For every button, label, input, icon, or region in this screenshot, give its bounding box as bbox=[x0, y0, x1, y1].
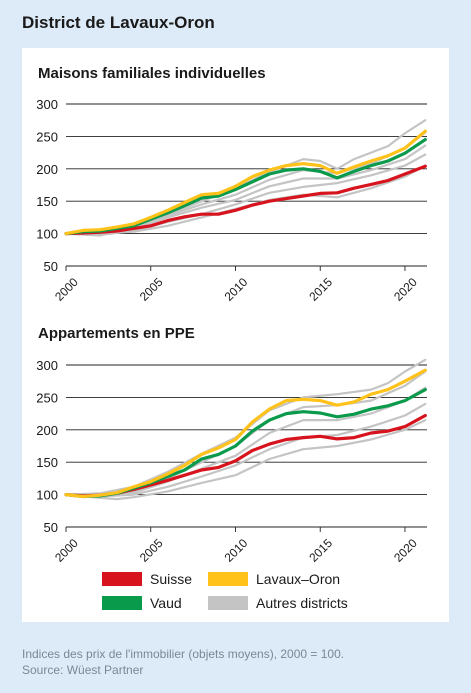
y-tick-label: 200 bbox=[36, 162, 58, 177]
y-tick-label: 250 bbox=[36, 390, 58, 405]
y-tick-label: 250 bbox=[36, 129, 58, 144]
footnote-line-2: Source: Wüest Partner bbox=[22, 663, 144, 677]
y-tick-label: 300 bbox=[36, 358, 58, 373]
y-tick-label: 100 bbox=[36, 488, 58, 503]
legend-swatch-lavaux bbox=[208, 572, 248, 586]
legend-swatch-vaud bbox=[102, 596, 142, 610]
chart-2: Appartements en PPE 50 100 150 200 250 300 2000… bbox=[36, 325, 427, 565]
chart-panel: Maisons familiales individuelles 50 100 150… bbox=[22, 48, 449, 622]
page-title: District de Lavaux-Oron bbox=[22, 13, 215, 32]
charts-svg: Maisons familiales individuelles 50 100 150… bbox=[36, 65, 427, 565]
y-tick-label: 150 bbox=[36, 194, 58, 209]
x-tick-label: 2010 bbox=[222, 275, 251, 304]
y-tick-label: 150 bbox=[36, 455, 58, 470]
y-tick-label: 50 bbox=[44, 259, 58, 274]
legend-swatch-autres bbox=[208, 596, 248, 610]
legend-swatch-suisse bbox=[102, 572, 142, 586]
legend-label-suisse: Suisse bbox=[150, 571, 193, 587]
legend-label-lavaux: Lavaux–Oron bbox=[256, 571, 341, 587]
y-tick-label: 100 bbox=[36, 227, 58, 242]
y-tick-label: 200 bbox=[36, 423, 58, 438]
x-tick-label: 2020 bbox=[391, 536, 420, 565]
series-line-autres-4 bbox=[64, 419, 427, 501]
x-tick-label: 2020 bbox=[391, 275, 420, 304]
chart-1: Maisons familiales individuelles 50 100 150… bbox=[36, 65, 427, 304]
footnote-line-1: Indices des prix de l'immobilier (objets… bbox=[22, 647, 345, 661]
chart-title: Appartements en PPE bbox=[38, 325, 195, 342]
legend-item-suisse: Suisse bbox=[102, 570, 192, 588]
x-tick-label: 2005 bbox=[137, 275, 166, 304]
legend-item-vaud: Vaud bbox=[102, 594, 182, 612]
x-tick-label: 2015 bbox=[306, 536, 335, 565]
legend-label-autres: Autres districts bbox=[256, 595, 348, 611]
x-tick-label: 2010 bbox=[222, 536, 251, 565]
legend-item-autres: Autres districts bbox=[208, 594, 348, 612]
series-line-lavaux-7 bbox=[64, 368, 427, 499]
y-tick-label: 50 bbox=[44, 520, 58, 535]
series-line-autres-2 bbox=[64, 386, 427, 497]
series-line-suisse-5 bbox=[64, 164, 427, 236]
x-tick-label: 2000 bbox=[52, 536, 81, 565]
series-line-vaud-6 bbox=[64, 138, 427, 236]
series-line-lavaux-7 bbox=[64, 129, 427, 236]
x-tick-label: 2005 bbox=[137, 536, 166, 565]
x-tick-label: 2015 bbox=[306, 275, 335, 304]
legend-item-lavaux: Lavaux–Oron bbox=[208, 570, 340, 588]
series-line-autres-0 bbox=[64, 119, 427, 237]
legend-label-vaud: Vaud bbox=[150, 595, 182, 611]
chart-title: Maisons familiales individuelles bbox=[38, 65, 266, 82]
series-line-autres-3 bbox=[64, 402, 427, 498]
footnote: Indices des prix de l'immobilier (objets… bbox=[22, 646, 344, 678]
series-line-vaud-6 bbox=[64, 388, 427, 499]
legend: Suisse Lavaux–Oron Vaud Autres districts bbox=[102, 570, 422, 612]
y-tick-label: 300 bbox=[36, 97, 58, 112]
x-tick-label: 2000 bbox=[52, 275, 81, 304]
